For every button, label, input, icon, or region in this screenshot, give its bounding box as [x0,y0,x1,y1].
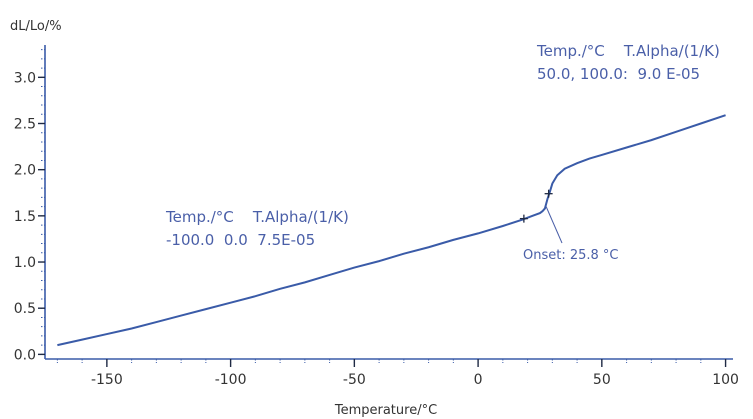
y-axis-title: dL/Lo/% [10,19,62,34]
x-tick-label: 0 [474,372,483,388]
y-tick-label: 2.0 [14,163,36,179]
onset-label: Onset: 25.8 °C [523,248,619,263]
expansion-curve [57,114,726,347]
x-tick-label: -150 [91,372,123,388]
lower-alpha-annotation: Temp./°C T.Alpha/(1/K) -100.0 0.0 7.5E-0… [165,208,349,249]
lower-annotation-values: -100.0 0.0 7.5E-05 [166,231,315,249]
x-tick-label: -100 [215,372,247,388]
y-tick-label: 0.5 [14,301,36,317]
y-tick-label: 1.0 [14,255,36,271]
x-tick-label: 100 [712,372,739,388]
upper-alpha-annotation: Temp./°C T.Alpha/(1/K) 50.0, 100.0: 9.0 … [536,42,720,83]
lower-annotation-header: Temp./°C T.Alpha/(1/K) [165,208,349,226]
plot-layer: 0.0 0.5 1.0 1.5 2.0 2.5 3.0 -150 -100 -50 0 50 100 [14,45,739,388]
y-tick-label: 3.0 [14,70,36,86]
y-tick-label: 2.5 [14,117,36,133]
upper-annotation-header: Temp./°C T.Alpha/(1/K) [536,42,720,60]
onset-leader-line [545,206,563,244]
x-axis-title: Temperature/°C [334,403,437,418]
x-tick-label: 50 [593,372,611,388]
x-tick-label: -50 [343,372,366,388]
y-tick-label: 0.0 [14,347,36,363]
y-tick-label: 1.5 [14,209,36,225]
upper-annotation-values: 50.0, 100.0: 9.0 E-05 [537,65,700,83]
